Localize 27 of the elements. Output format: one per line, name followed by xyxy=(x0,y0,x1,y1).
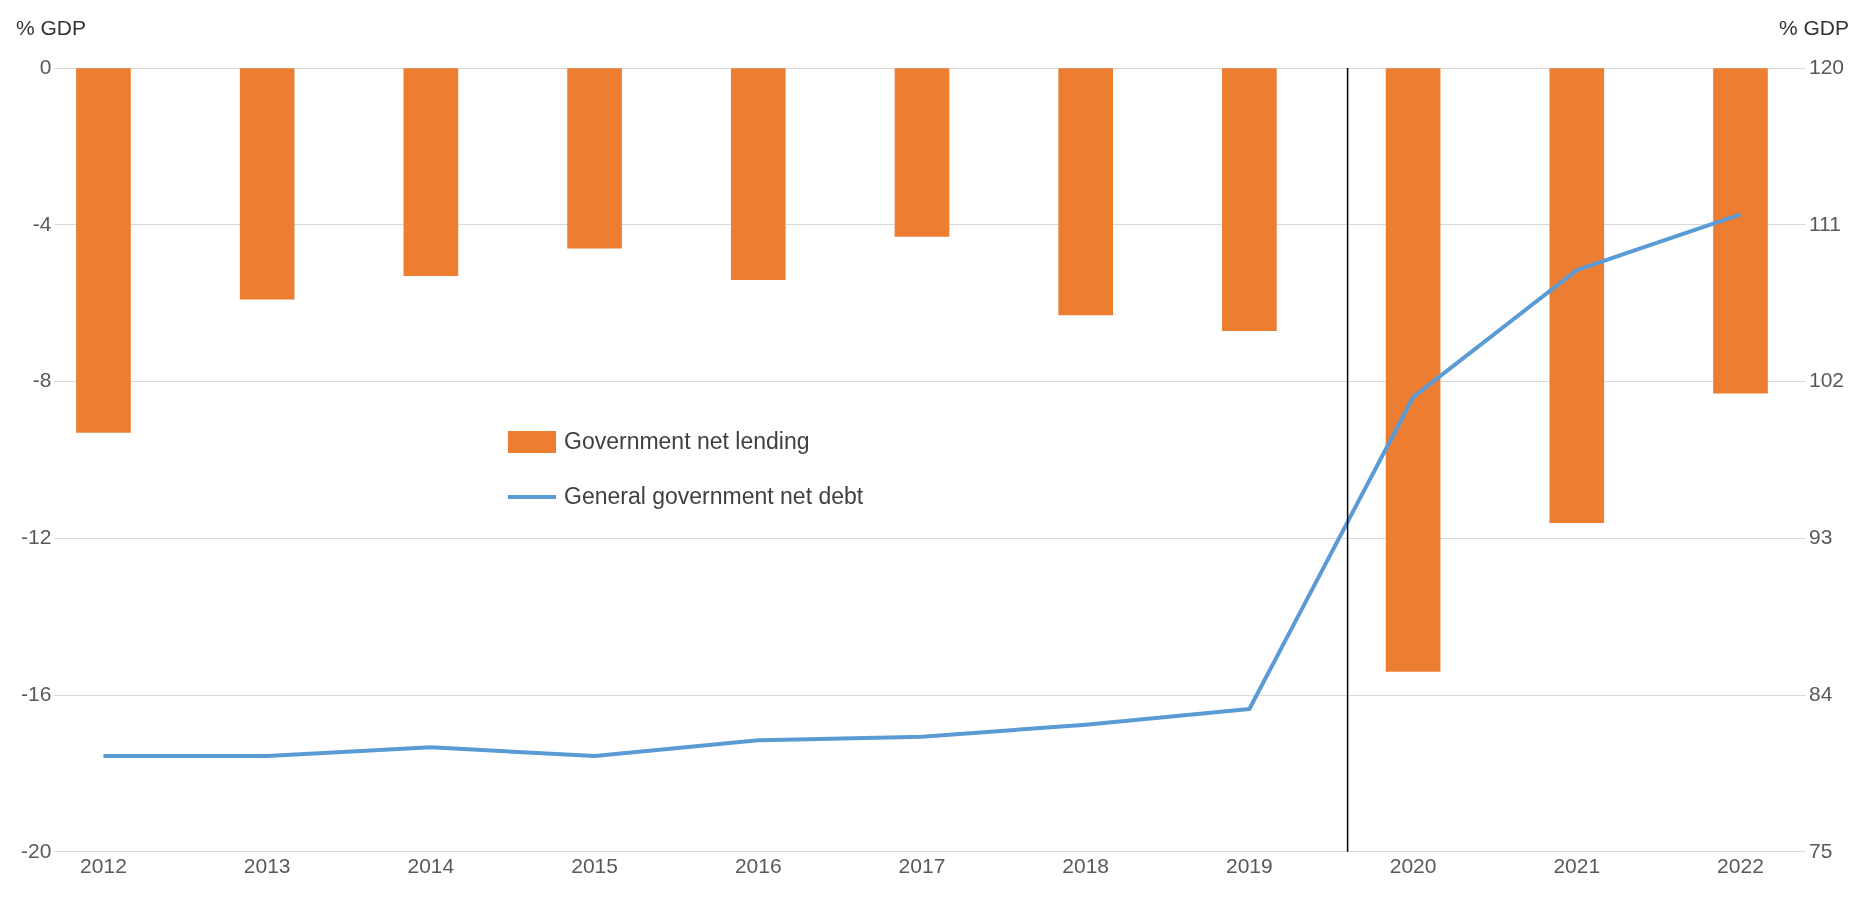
x-tick-label: 2018 xyxy=(1062,854,1110,878)
y2-tick-label: 84 xyxy=(1808,681,1833,705)
x-tick-label: 2017 xyxy=(898,854,946,878)
y-tick-label: -8 xyxy=(32,368,52,392)
x-tick-label: 2021 xyxy=(1553,854,1601,878)
x-tick-label: 2022 xyxy=(1717,854,1764,878)
x-tick-label: 2016 xyxy=(734,854,782,878)
legend-label: General government net debt xyxy=(564,483,864,510)
y2-tick-label: 75 xyxy=(1808,838,1833,862)
legend-label: Government net lending xyxy=(564,428,810,455)
y2-tick-label: 93 xyxy=(1808,525,1833,549)
y2-axis-title: % GDP xyxy=(1778,16,1849,40)
y2-tick-label: 111 xyxy=(1808,211,1841,235)
y-tick-label: 0 xyxy=(39,54,52,78)
x-tick-label: 2019 xyxy=(1226,854,1273,878)
x-tick-label: 2013 xyxy=(243,854,291,878)
y2-tick-label: 120 xyxy=(1808,54,1845,78)
y-tick-label: -16 xyxy=(20,681,52,705)
x-tick-label: 2014 xyxy=(407,854,455,878)
y-tick-label: -12 xyxy=(20,525,52,549)
x-tick-label: 2012 xyxy=(80,854,127,878)
y-axis-title: % GDP xyxy=(16,16,87,40)
y-tick-label: -20 xyxy=(20,838,52,862)
y-tick-label: -4 xyxy=(32,211,52,235)
x-tick-label: 2020 xyxy=(1389,854,1437,878)
y2-tick-label: 102 xyxy=(1808,368,1845,392)
x-tick-label: 2015 xyxy=(571,854,618,878)
